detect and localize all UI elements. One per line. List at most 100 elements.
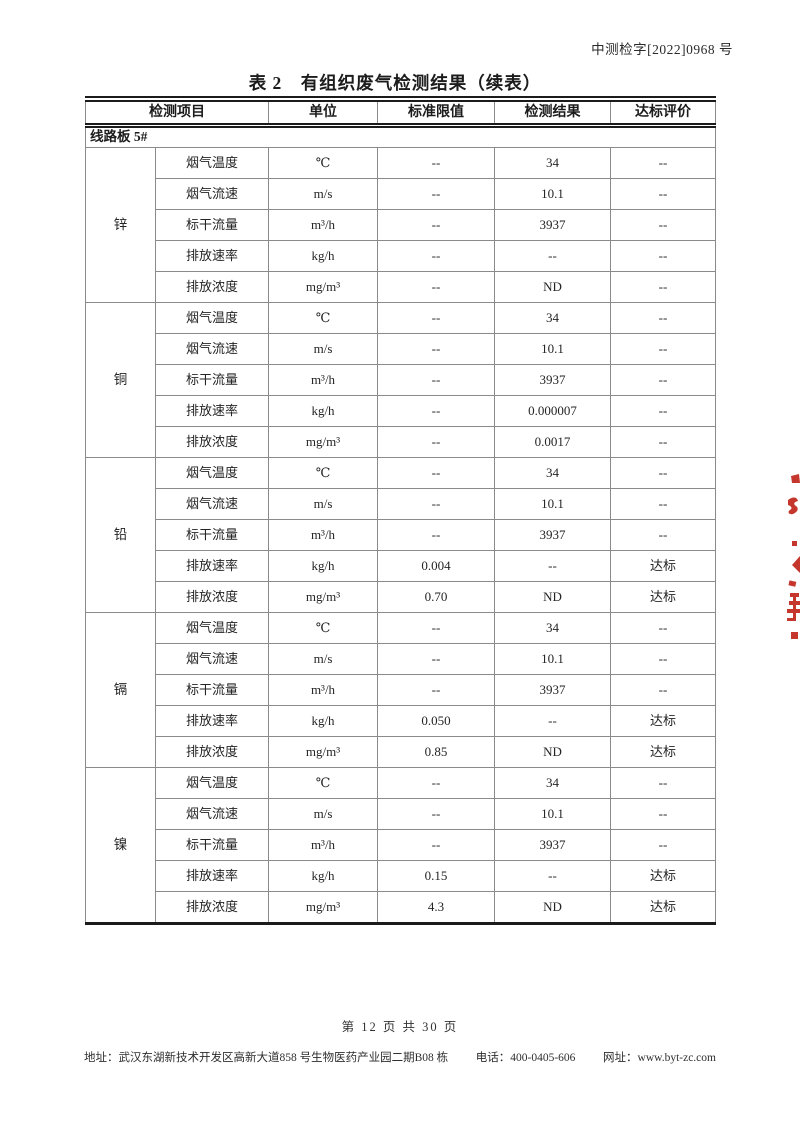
- cell-result: 34: [494, 302, 611, 334]
- cell-unit: ℃: [268, 302, 378, 334]
- cell-evaluation: --: [610, 333, 716, 365]
- page-indicator: 第 12 页 共 30 页: [341, 1020, 459, 1034]
- cell-item: 烟气流速: [155, 488, 269, 520]
- table-row: 排放浓度 mg/m³ 0.70 ND 达标: [86, 581, 716, 613]
- cell-evaluation: --: [610, 147, 716, 179]
- cell-item: 烟气流速: [155, 178, 269, 210]
- cell-unit: mg/m³: [268, 581, 378, 613]
- cell-evaluation: 达标: [610, 891, 716, 924]
- table-row: 排放速率 kg/h -- 0.000007 --: [86, 395, 716, 427]
- col-header-unit: 单位: [268, 98, 378, 128]
- section-label: 线路板 5#: [85, 125, 716, 148]
- cell-standard-limit: --: [377, 395, 495, 427]
- cell-unit: m/s: [268, 798, 378, 830]
- stamp-fragment-icon: [787, 474, 800, 639]
- cell-item: 烟气流速: [155, 798, 269, 830]
- cell-result: 3937: [494, 829, 611, 861]
- cell-evaluation: --: [610, 209, 716, 241]
- cell-standard-limit: 0.15: [377, 860, 495, 892]
- table-row: 铅烟气温度 ℃ -- 34 --: [85, 457, 716, 613]
- cell-item: 排放速率: [155, 860, 269, 892]
- cell-item: 排放浓度: [155, 271, 269, 303]
- cell-result: 10.1: [494, 798, 611, 830]
- cell-result: 34: [494, 147, 611, 179]
- cell-result: 10.1: [494, 333, 611, 365]
- cell-standard-limit: --: [377, 333, 495, 365]
- table-row: 排放浓度 mg/m³ -- 0.0017 --: [86, 426, 716, 458]
- cell-item: 烟气温度: [155, 302, 269, 334]
- cell-result: ND: [494, 891, 611, 924]
- cell-unit: m/s: [268, 643, 378, 675]
- cell-standard-limit: --: [377, 767, 495, 799]
- cell-standard-limit: --: [377, 147, 495, 179]
- table-row: 锌烟气温度 ℃ -- 34 --: [85, 147, 716, 303]
- table-row: 标干流量 m³/h -- 3937 --: [86, 674, 716, 706]
- table-row: 标干流量 m³/h -- 3937 --: [86, 519, 716, 551]
- table-row: 烟气流速 m/s -- 10.1 --: [86, 178, 716, 210]
- cell-evaluation: 达标: [610, 736, 716, 768]
- cell-evaluation: --: [610, 674, 716, 706]
- cell-unit: mg/m³: [268, 271, 378, 303]
- cell-unit: mg/m³: [268, 736, 378, 768]
- group-name-cell: 铜: [85, 302, 156, 458]
- cell-evaluation: --: [610, 829, 716, 861]
- cell-unit: ℃: [268, 147, 378, 179]
- cell-evaluation: --: [610, 457, 716, 489]
- cell-evaluation: --: [610, 643, 716, 675]
- table-row: 排放速率 kg/h 0.004 -- 达标: [86, 550, 716, 582]
- cell-standard-limit: --: [377, 643, 495, 675]
- table-row: 铜烟气温度 ℃ -- 34 --: [85, 302, 716, 458]
- cell-evaluation: --: [610, 519, 716, 551]
- footer: 地址：武汉东湖新技术开发区高新大道858 号生物医药产业园二期B08 栋 电话：…: [84, 1049, 716, 1065]
- cell-item: 排放浓度: [155, 891, 269, 924]
- cell-evaluation: --: [610, 240, 716, 272]
- cell-unit: m/s: [268, 178, 378, 210]
- cell-result: 10.1: [494, 488, 611, 520]
- cell-evaluation: --: [610, 426, 716, 458]
- cell-item: 排放浓度: [155, 426, 269, 458]
- cell-result: 3937: [494, 209, 611, 241]
- cell-unit: kg/h: [268, 860, 378, 892]
- table-row: 排放浓度 mg/m³ -- ND --: [86, 271, 716, 303]
- cell-unit: m/s: [268, 333, 378, 365]
- cell-evaluation: --: [610, 364, 716, 396]
- cell-evaluation: 达标: [610, 581, 716, 613]
- cell-evaluation: --: [610, 798, 716, 830]
- cell-item: 标干流量: [155, 674, 269, 706]
- table-row: 排放速率 kg/h 0.050 -- 达标: [86, 705, 716, 737]
- cell-unit: kg/h: [268, 240, 378, 272]
- cell-item: 标干流量: [155, 364, 269, 396]
- table-row: 排放浓度 mg/m³ 4.3 ND 达标: [86, 891, 716, 924]
- col-header-standard-limit: 标准限值: [377, 98, 495, 128]
- cell-result: --: [494, 550, 611, 582]
- cell-unit: m³/h: [268, 209, 378, 241]
- table-row: 排放速率 kg/h 0.15 -- 达标: [86, 860, 716, 892]
- cell-standard-limit: --: [377, 457, 495, 489]
- cell-item: 排放速率: [155, 550, 269, 582]
- cell-standard-limit: --: [377, 519, 495, 551]
- cell-unit: m³/h: [268, 674, 378, 706]
- cell-standard-limit: --: [377, 488, 495, 520]
- footer-phone: 电话：400-0405-606: [475, 1052, 576, 1064]
- table-row: 镍烟气温度 ℃ -- 34 --: [85, 767, 716, 924]
- cell-unit: mg/m³: [268, 891, 378, 924]
- cell-evaluation: --: [610, 395, 716, 427]
- col-header-item: 检测项目: [85, 98, 269, 128]
- cell-evaluation: --: [610, 767, 716, 799]
- cell-item: 烟气温度: [155, 612, 269, 644]
- cell-standard-limit: --: [377, 209, 495, 241]
- cell-result: 3937: [494, 519, 611, 551]
- cell-standard-limit: --: [377, 271, 495, 303]
- cell-result: --: [494, 860, 611, 892]
- footer-address: 地址：武汉东湖新技术开发区高新大道858 号生物医药产业园二期B08 栋: [84, 1052, 449, 1064]
- col-header-result: 检测结果: [494, 98, 611, 128]
- doc-number: 中测检字[2022]0968 号: [591, 42, 733, 57]
- table-row: 标干流量 m³/h -- 3937 --: [86, 209, 716, 241]
- cell-item: 烟气流速: [155, 643, 269, 675]
- cell-item: 排放速率: [155, 240, 269, 272]
- cell-item: 标干流量: [155, 829, 269, 861]
- cell-standard-limit: --: [377, 798, 495, 830]
- group-name-cell: 铅: [85, 457, 156, 613]
- cell-evaluation: --: [610, 488, 716, 520]
